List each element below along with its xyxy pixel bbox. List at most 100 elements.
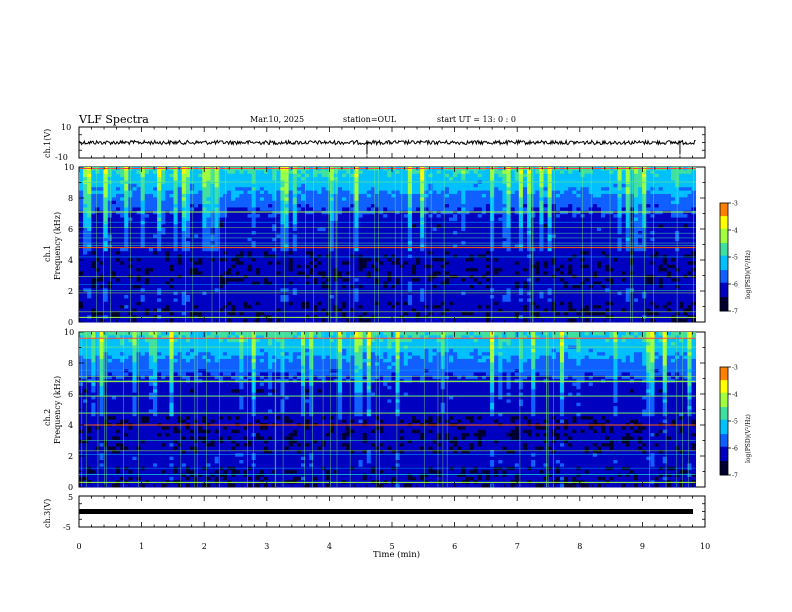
spectrogram-cell: [362, 220, 368, 225]
spectrogram-cell: [120, 214, 125, 218]
spectrogram-cell: [362, 170, 368, 175]
spectrogram-cell: [502, 197, 507, 202]
spectrogram-cell: [239, 298, 244, 303]
spectrogram-cell: [173, 193, 179, 198]
spectrogram-cell: [272, 197, 277, 202]
spectrogram-cell: [107, 210, 113, 215]
spectrogram-cell: [366, 197, 372, 202]
spectrogram-cell: [461, 227, 466, 232]
spectrogram-cell: [157, 220, 162, 225]
spectrogram-cell: [350, 197, 355, 202]
spectrogram-cell: [111, 173, 117, 178]
spectrogram-cell: [473, 305, 479, 309]
spectrogram-cell: [432, 278, 438, 282]
spectrogram-cell: [144, 301, 150, 306]
spectrogram-cell: [218, 190, 224, 195]
spectrogram-cell: [448, 217, 454, 222]
spectrogram-cell: [284, 247, 290, 252]
spectrogram-cell: [185, 271, 191, 276]
spectrogram-cell: [440, 170, 446, 175]
spectrogram-cell: [148, 244, 154, 249]
spectrogram-cell: [424, 318, 429, 323]
spectrogram-cell: [440, 200, 446, 205]
spectrogram-cell: [514, 234, 520, 239]
spectrogram-cell: [481, 281, 487, 286]
spectrogram-cell: [300, 227, 306, 232]
spectrogram-cell: [268, 271, 273, 276]
spectrogram-cell: [140, 193, 146, 198]
spectrogram-cell: [510, 237, 516, 242]
spectrogram-cell: [506, 200, 512, 205]
spectrogram-cell: [383, 234, 388, 239]
spectrogram-cell: [321, 278, 327, 282]
spectrogram-cell: [465, 251, 470, 256]
spectrogram-cell: [177, 237, 183, 242]
spectrogram-cell: [313, 284, 318, 289]
spectrogram-cell: [432, 305, 438, 309]
spectrogram-cell: [292, 268, 298, 272]
spectrogram-cell: [263, 244, 269, 249]
spectrogram-cell: [235, 318, 240, 323]
spectrogram-cell: [469, 291, 475, 296]
spectrogram-cell: [436, 308, 442, 313]
spectrogram-cell: [247, 210, 253, 215]
spectrogram-cell: [383, 295, 388, 299]
spectrogram-cell: [140, 254, 146, 259]
spectrogram-cell: [522, 190, 528, 195]
spectrogram-cell: [177, 274, 183, 279]
spectrogram-cell: [144, 173, 150, 178]
spectrogram-cell: [152, 281, 158, 286]
spectrogram-cell: [485, 274, 491, 279]
spectrogram-cell: [346, 193, 351, 198]
spectrogram-cell: [202, 257, 207, 262]
spectrogram-cell: [510, 274, 516, 279]
spectrogram-cell: [416, 274, 421, 279]
spectrogram-cell: [407, 301, 413, 306]
spectrogram-cell: [485, 254, 491, 259]
spectrogram-cell: [165, 204, 170, 208]
spectrogram-cell: [247, 193, 253, 198]
spectrogram-cell: [362, 295, 368, 299]
spectrogram-cell: [198, 244, 203, 249]
spectrogram-cell: [91, 318, 96, 323]
spectrogram-cell: [185, 251, 191, 256]
spectrogram-cell: [325, 173, 331, 178]
spectrogram-cell: [202, 177, 207, 181]
spectrogram-cell: [268, 197, 273, 202]
spectrogram-cell: [194, 207, 199, 212]
spectrogram-cell: [453, 190, 458, 195]
spectrogram-cell: [148, 311, 154, 316]
spectrogram-cell: [436, 180, 442, 185]
spectrogram-cell: [255, 278, 261, 282]
spectrogram-cell: [420, 207, 425, 212]
spectrogram-cell: [350, 308, 355, 313]
spectrogram-cell: [185, 305, 191, 309]
spectrogram-cell: [173, 170, 179, 175]
spectrogram-cell: [272, 281, 277, 286]
spectrogram-cell: [181, 193, 187, 198]
spectrogram-cell: [214, 281, 220, 286]
spectrogram-cell: [263, 190, 269, 195]
spectrogram-cell: [214, 204, 220, 208]
spectrogram-cell: [383, 318, 388, 323]
spectrogram-cell: [235, 183, 240, 188]
spectrogram-cell: [198, 298, 203, 303]
spectrogram-cell: [280, 183, 285, 188]
spectrogram-cell: [181, 170, 187, 175]
spectrogram-cell: [428, 200, 433, 205]
spectrogram-cell: [222, 220, 228, 225]
spectrogram-cell: [251, 278, 257, 282]
spectrogram-cell: [218, 220, 224, 225]
spectrogram-cell: [477, 271, 483, 276]
spectrogram-cell: [329, 291, 335, 296]
spectrogram-cell: [210, 217, 216, 222]
spectrogram-cell: [173, 301, 179, 306]
spectrogram-cell: [457, 284, 462, 289]
spectrogram-cell: [144, 311, 150, 316]
spectrogram-cell: [428, 318, 433, 323]
spectrogram-cell: [280, 301, 285, 306]
spectrogram-cell: [231, 210, 236, 215]
spectrogram-cell: [83, 190, 88, 195]
spectrogram-cell: [350, 298, 355, 303]
spectrogram-cell: [453, 278, 458, 282]
